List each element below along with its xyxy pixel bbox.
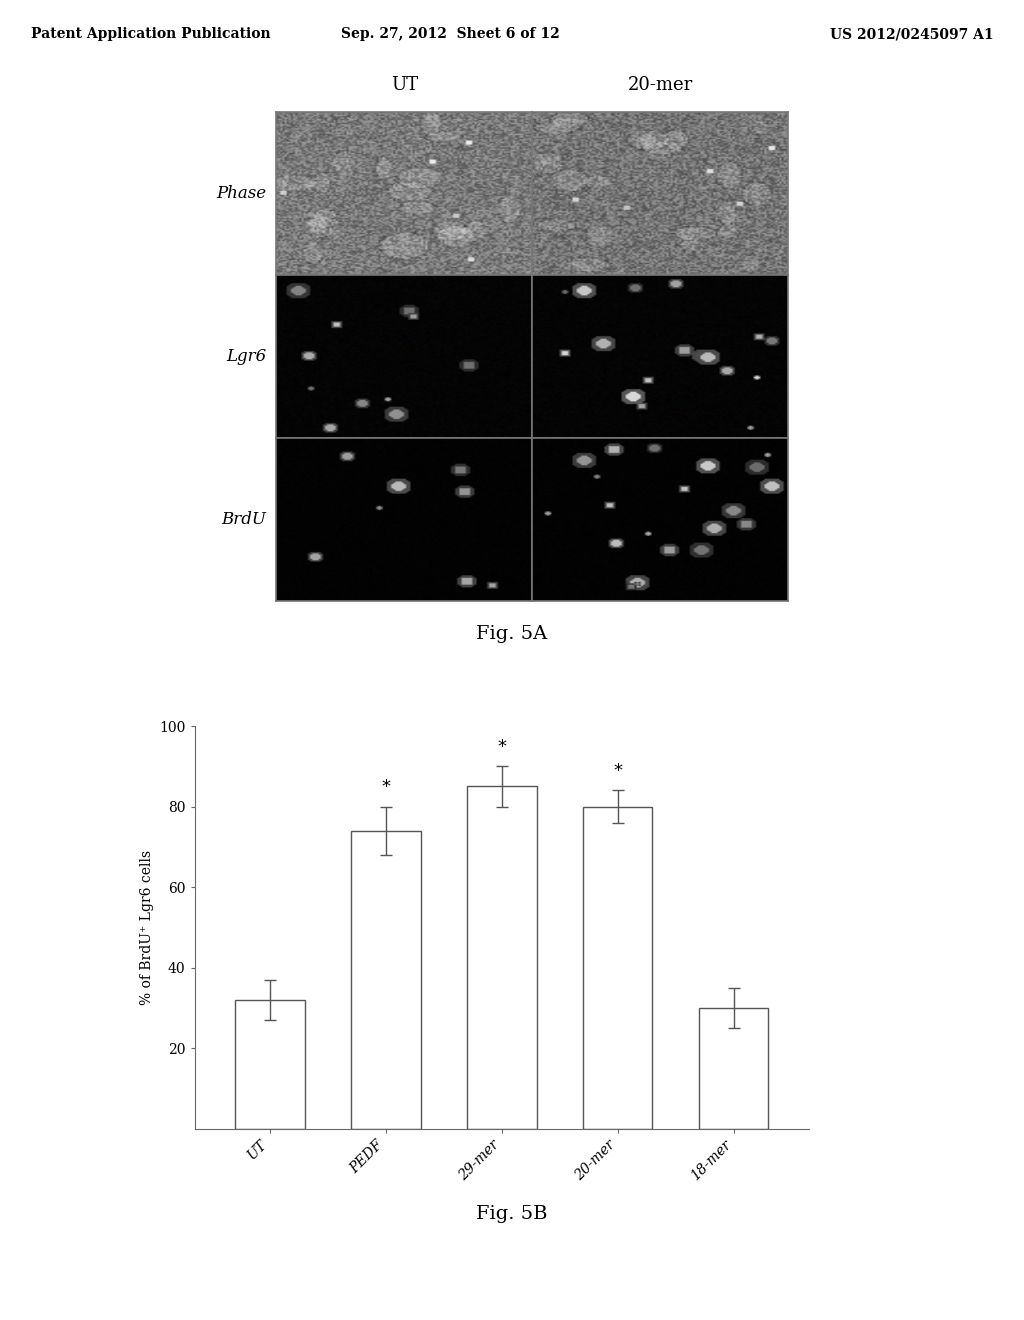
Bar: [351, 830, 421, 1129]
Bar: [698, 1008, 768, 1129]
Bar: [467, 787, 537, 1129]
Text: Fig. 5A: Fig. 5A: [476, 624, 548, 643]
Text: BrdU: BrdU: [221, 511, 266, 528]
Bar: [583, 807, 652, 1129]
Text: Lgr6: Lgr6: [226, 348, 266, 364]
Text: US 2012/0245097 A1: US 2012/0245097 A1: [829, 28, 993, 41]
Bar: [236, 999, 305, 1129]
Y-axis label: % of BrdU⁺ Lgr6 cells: % of BrdU⁺ Lgr6 cells: [139, 850, 154, 1005]
Text: Phase: Phase: [216, 185, 266, 202]
Text: *: *: [381, 779, 390, 796]
Text: *: *: [498, 738, 506, 756]
Text: 20-mer: 20-mer: [628, 77, 693, 94]
Text: Sep. 27, 2012  Sheet 6 of 12: Sep. 27, 2012 Sheet 6 of 12: [341, 28, 560, 41]
Text: UT: UT: [391, 77, 418, 94]
Text: *: *: [613, 763, 623, 780]
Text: Patent Application Publication: Patent Application Publication: [31, 28, 270, 41]
Text: Fig. 5B: Fig. 5B: [476, 1205, 548, 1224]
